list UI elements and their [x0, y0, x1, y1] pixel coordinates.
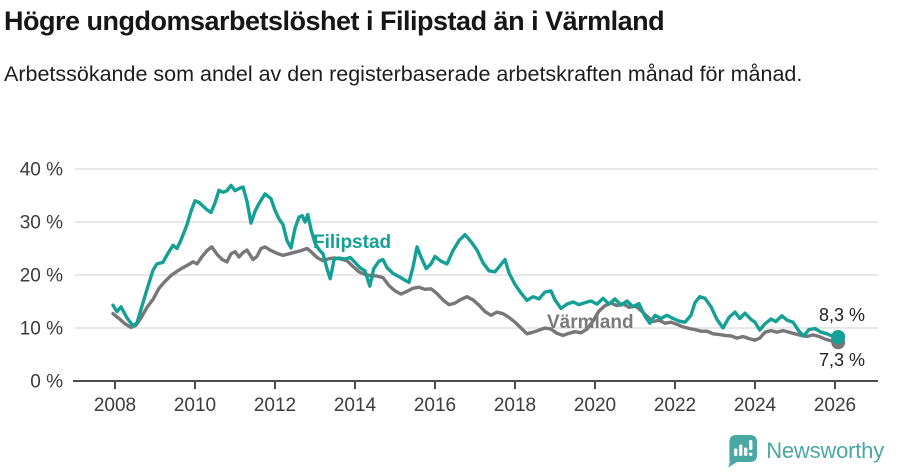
filipstad-series-label: Filipstad	[313, 232, 391, 253]
varmland-line	[111, 245, 840, 344]
filipstad-line	[111, 183, 840, 339]
x-tick-label: 2016	[414, 395, 456, 416]
x-tick-label: 2018	[494, 395, 536, 416]
x-axis-ticks	[114, 382, 836, 389]
y-tick-label: 40 %	[20, 160, 63, 181]
varmland-series-label: Värmland	[547, 312, 634, 333]
filipstad-end-dot	[831, 330, 846, 344]
x-tick-label: 2010	[174, 395, 216, 416]
varmland-value-label: 7,3 %	[819, 350, 865, 370]
x-tick-label: 2020	[574, 395, 616, 416]
x-tick-label: 2022	[654, 395, 696, 416]
y-tick-label: 10 %	[20, 319, 63, 340]
chart-header: Högre ungdomsarbetslöshet i Filipstad än…	[4, 6, 884, 92]
brand-footer: Newsworthy	[727, 434, 884, 468]
page-title: Högre ungdomsarbetslöshet i Filipstad än…	[4, 6, 665, 36]
x-tick-label: 2012	[254, 395, 296, 416]
y-tick-label: 0 %	[30, 372, 63, 393]
x-axis-labels: 2008 2010 2012 2014 2016 2018 2020 2022 2024 2026	[94, 395, 856, 416]
brand-name: Newsworthy	[766, 438, 884, 463]
exclamation-dot	[749, 452, 753, 456]
exclamation-bar	[749, 440, 753, 450]
y-axis-labels: 0 % 10 % 20 % 30 % 40 %	[20, 160, 63, 393]
x-tick-label: 2008	[94, 395, 136, 416]
newsworthy-logo-icon	[728, 435, 758, 468]
speech-bubble-shape	[728, 435, 758, 468]
chart-subtitle: Arbetssökande som andel av den registerb…	[4, 62, 803, 86]
bar-chart-glyph	[734, 440, 753, 456]
filipstad-value-label: 8,3 %	[819, 305, 865, 325]
x-tick-label: 2026	[814, 395, 856, 416]
y-tick-label: 20 %	[20, 266, 63, 287]
x-tick-label: 2024	[734, 395, 777, 416]
y-tick-label: 30 %	[20, 213, 63, 234]
gridlines	[75, 168, 878, 329]
x-tick-label: 2014	[334, 395, 377, 416]
